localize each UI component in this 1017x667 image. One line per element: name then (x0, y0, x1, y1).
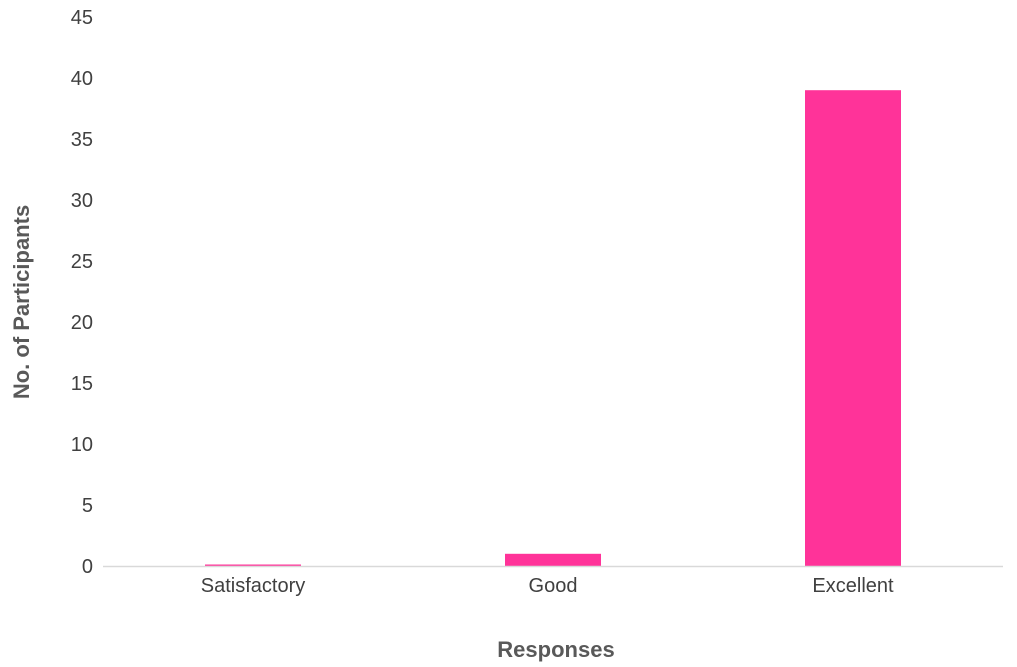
x-axis-title: Responses (497, 637, 614, 662)
x-axis-ticks: Satisfactory Good Excellent (201, 575, 894, 597)
bars (205, 90, 901, 566)
y-tick-label: 25 (71, 251, 93, 273)
x-tick-label: Good (529, 575, 578, 597)
y-tick-label: 10 (71, 434, 93, 456)
x-tick-label: Excellent (812, 575, 894, 597)
y-tick-label: 15 (71, 373, 93, 395)
y-axis-title: No. of Participants (9, 205, 34, 399)
y-axis-ticks: 0 5 10 15 20 25 30 35 40 45 (71, 7, 93, 578)
y-tick-label: 30 (71, 190, 93, 212)
bar-excellent (805, 90, 901, 566)
bar-good (505, 553, 601, 566)
y-tick-label: 45 (71, 7, 93, 29)
x-tick-label: Satisfactory (201, 575, 305, 597)
bar-satisfactory (205, 564, 301, 566)
y-tick-label: 5 (82, 495, 93, 517)
y-tick-label: 40 (71, 68, 93, 90)
y-tick-label: 0 (82, 556, 93, 578)
y-tick-label: 35 (71, 129, 93, 151)
y-tick-label: 20 (71, 312, 93, 334)
